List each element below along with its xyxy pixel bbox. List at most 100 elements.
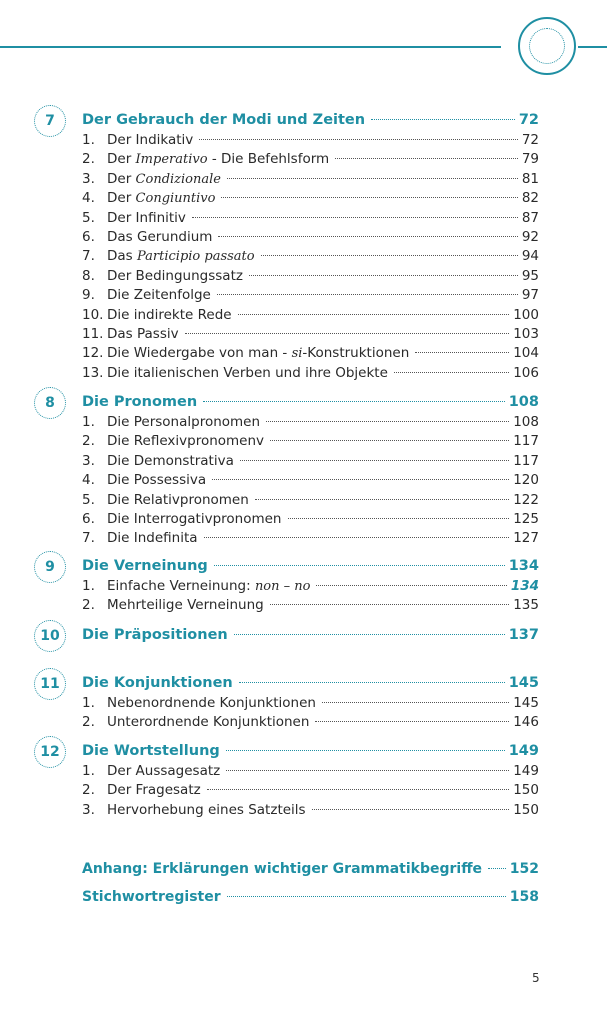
- dot-leader: [206, 789, 510, 791]
- toc-item[interactable]: 2. Unterordnende Konjunktionen 146: [82, 713, 539, 732]
- dot-leader: [203, 537, 510, 539]
- item-number: 4.: [82, 472, 95, 489]
- toc-item[interactable]: 4. Die Possessiva 120: [82, 471, 539, 490]
- page-ref: 137: [508, 627, 539, 643]
- chapter-badge: 9: [34, 551, 66, 583]
- entry-title: Die Wiedergabe von man - si-Konstruktion…: [107, 344, 409, 363]
- entry-title-text: Die Reflexivpronomenv: [107, 433, 265, 450]
- page-ref: 82: [521, 190, 539, 207]
- toc-item[interactable]: 3. Der Condizionale 81: [82, 170, 539, 189]
- toc-item[interactable]: 3. Die Demonstrativa 117: [82, 452, 539, 471]
- toc-item[interactable]: 5. Der Infinitiv 87: [82, 209, 539, 228]
- page-ref: 125: [513, 511, 539, 527]
- entry-title-text: Die Zeitenfolge: [107, 287, 211, 304]
- toc-item[interactable]: 2. Der Fragesatz 150: [82, 781, 539, 800]
- page-ref: 150: [513, 801, 539, 818]
- chapter-heading[interactable]: Die Wortstellung 149: [82, 742, 539, 761]
- item-number: 7.: [82, 530, 95, 547]
- entry-title: Die Zeitenfolge: [107, 286, 211, 305]
- dot-leader: [213, 565, 505, 566]
- toc-item[interactable]: 1. Der Aussagesatz 149: [82, 762, 539, 781]
- entry-title: Hervorhebung eines Satzteils: [107, 801, 306, 820]
- item-number: 1.: [82, 695, 95, 711]
- entry-title-text: Hervorhebung eines Satzteils: [107, 801, 306, 818]
- entry-title: Die Demonstrativa: [107, 452, 234, 471]
- dot-leader: [415, 352, 510, 354]
- item-number: 8.: [82, 267, 95, 284]
- entry-title-text: Der: [107, 190, 136, 207]
- item-number: 3.: [82, 801, 95, 818]
- toc-item[interactable]: 6. Die Interrogativpronomen 125: [82, 510, 539, 529]
- chapter-badge: 11: [34, 668, 66, 700]
- page-ref: 135: [513, 597, 539, 614]
- chapter-badge: 12: [34, 736, 66, 768]
- entry-title-text: Der Infinitiv: [107, 209, 186, 226]
- toc-item[interactable]: 3. Hervorhebung eines Satzteils 150: [82, 801, 539, 820]
- dot-leader: [226, 770, 510, 771]
- chapter-heading[interactable]: Die Pronomen 108: [82, 393, 539, 412]
- chapter-heading[interactable]: Die Verneinung 134: [82, 557, 539, 576]
- page-ref: 87: [521, 209, 539, 226]
- dot-leader: [203, 401, 505, 402]
- item-number: 4.: [82, 190, 95, 207]
- appendix-heading[interactable]: Stichwortregister 158: [82, 888, 539, 907]
- chapter-heading[interactable]: Die Präpositionen 137: [82, 626, 539, 645]
- toc-item[interactable]: 8. Der Bedingungssatz 95: [82, 267, 539, 286]
- dot-leader: [184, 333, 510, 334]
- entry-title-text: Der: [107, 151, 136, 168]
- entry-title-text: Das Gerundium: [107, 229, 213, 245]
- toc-item[interactable]: 5. Die Relativpronomen 122: [82, 491, 539, 510]
- page-ref: 120: [513, 472, 539, 489]
- toc-item[interactable]: 1. Die Personalpronomen 108: [82, 413, 539, 432]
- toc-item[interactable]: 13. Die italienischen Verben und ihre Obj…: [82, 364, 539, 383]
- page-ref: 134: [510, 578, 539, 594]
- item-number: 3.: [82, 452, 95, 469]
- page-ref: 149: [508, 743, 539, 759]
- item-number: 1.: [82, 578, 95, 594]
- toc-item[interactable]: 1. Nebenordnende Konjunktionen 145: [82, 694, 539, 713]
- toc-item[interactable]: 7. Das Participio passato 94: [82, 247, 539, 266]
- entry-title-text: Einfache Verneinung:: [107, 578, 255, 594]
- chapter-heading[interactable]: Der Gebrauch der Modi und Zeiten 72: [82, 111, 539, 130]
- page-ref: 117: [513, 433, 539, 450]
- toc-item[interactable]: 4. Der Congiuntivo 82: [82, 189, 539, 208]
- entry-title-italic: non – no: [254, 579, 311, 594]
- toc-item[interactable]: 11. Das Passiv 103: [82, 325, 539, 344]
- toc-item[interactable]: 10. Die indirekte Rede 100: [82, 306, 539, 325]
- dot-leader: [254, 498, 510, 500]
- entry-title: Der Aussagesatz: [107, 762, 220, 781]
- page-ref: 106: [513, 364, 539, 381]
- appendix-heading[interactable]: Anhang: Erklärungen wichtiger Grammatikb…: [82, 860, 539, 879]
- entry-title: Die Personalpronomen: [107, 413, 260, 432]
- chapter-heading[interactable]: Die Konjunktionen 145: [82, 674, 539, 693]
- dot-leader: [488, 868, 506, 869]
- page-ref: 150: [513, 782, 539, 799]
- dot-leader: [371, 119, 515, 120]
- toc-item[interactable]: 6. Das Gerundium 92: [82, 228, 539, 247]
- entry-title-italic: si: [291, 346, 303, 362]
- entry-title: Unterordnende Konjunktionen: [107, 713, 309, 732]
- dot-leader: [233, 634, 505, 635]
- toc-item[interactable]: 2. Der Imperativo - Die Befehlsform 79: [82, 150, 539, 169]
- page-ref: 108: [513, 414, 539, 430]
- page-ref: 145: [513, 695, 539, 711]
- toc-item[interactable]: 2. Mehrteilige Verneinung 135: [82, 596, 539, 615]
- dot-leader: [226, 177, 518, 179]
- item-number: 1.: [82, 132, 95, 148]
- toc-item[interactable]: 2. Die Reflexivpronomenv 117: [82, 432, 539, 451]
- entry-title-text: Der Bedingungssatz: [107, 267, 243, 284]
- entry-title-text: - Die Befehlsform: [207, 151, 330, 168]
- item-number: 2.: [82, 433, 95, 450]
- entry-title-text: Die Relativpronomen: [107, 491, 249, 508]
- toc-item[interactable]: 9. Die Zeitenfolge 97: [82, 286, 539, 305]
- toc-item[interactable]: 1. Der Indikativ 72: [82, 131, 539, 150]
- page-ref: 149: [513, 763, 539, 779]
- entry-title: Die Relativpronomen: [107, 491, 249, 510]
- toc-item[interactable]: 7. Die Indefinita 127: [82, 529, 539, 548]
- entry-title: Das Participio passato: [107, 247, 255, 266]
- chapter-badge: 7: [34, 105, 66, 137]
- item-number: 2.: [82, 151, 95, 168]
- entry-title-italic: Participio passato: [137, 249, 255, 265]
- toc-item[interactable]: 12. Die Wiedergabe von man - si-Konstrukt…: [82, 344, 539, 363]
- toc-item[interactable]: 1. Einfache Verneinung: non – no 134: [82, 577, 539, 596]
